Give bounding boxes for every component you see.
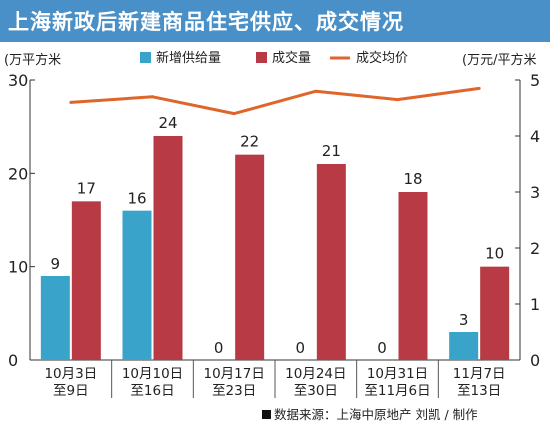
right-tick-label: 4: [530, 127, 540, 146]
deal-bar: [398, 192, 428, 360]
supply-value-label: 3: [459, 311, 469, 329]
deal-bar: [316, 164, 346, 360]
title-bar: 上海新政后新建商品住宅供应、成交情况: [0, 0, 550, 42]
category-label: 至13日: [457, 383, 501, 399]
square-icon: [262, 410, 271, 419]
left-tick-label: 10: [8, 258, 28, 277]
price-line: [69, 86, 481, 116]
deal-value-label: 17: [77, 179, 96, 197]
supply-bar: [449, 332, 479, 360]
legend-label-deal: 成交量: [272, 50, 311, 66]
supply-value-label: 0: [296, 339, 306, 357]
legend-label-price: 成交均价: [356, 50, 408, 66]
left-tick-label: 30: [8, 71, 28, 90]
deal-value-label: 21: [322, 142, 341, 160]
source-note: 数据来源：上海中原地产 刘凯 / 制作: [262, 404, 478, 423]
right-tick-label: 3: [530, 183, 540, 202]
legend: 新增供给量 成交量 成交均价: [140, 50, 408, 66]
category-label: 至11月6日: [364, 383, 430, 399]
price-point: [69, 100, 73, 104]
right-axis-label: (万元/平方米: [462, 52, 536, 68]
right-tick-label: 1: [530, 295, 540, 314]
deal-value-label: 22: [240, 133, 259, 151]
supply-value-label: 0: [214, 339, 224, 357]
deal-value-label: 10: [485, 245, 504, 263]
source-text: 数据来源：上海中原地产 刘凯 / 制作: [274, 407, 478, 422]
legend-swatch-deal: [256, 52, 267, 63]
right-tick-label: 0: [530, 351, 540, 370]
chart-title: 上海新政后新建商品住宅供应、成交情况: [8, 10, 404, 34]
deal-bar: [480, 266, 510, 360]
supply-value-label: 9: [51, 255, 61, 273]
left-tick-label: 0: [8, 351, 18, 370]
category-label: 10月17日: [203, 366, 264, 382]
price-point: [396, 98, 399, 102]
data-labels: 9 17 16 24 0 22 0 21 0 18 3 10: [51, 114, 505, 357]
price-point: [314, 89, 318, 93]
left-axis-label: (万平方米: [4, 52, 61, 68]
legend-label-supply: 新增供给量: [156, 50, 221, 66]
deal-bar: [153, 136, 183, 360]
category-label: 10月3日: [44, 366, 97, 382]
price-point: [477, 86, 481, 90]
left-tick-label: 20: [8, 164, 28, 183]
category-label: 10月24日: [285, 366, 346, 382]
category-label: 至9日: [53, 383, 89, 399]
price-point: [151, 95, 154, 99]
price-point: [232, 112, 236, 116]
supply-bar: [122, 210, 152, 360]
right-tick-label: 5: [530, 71, 540, 90]
category-label: 至23日: [212, 383, 256, 399]
category-label: 10月10日: [122, 366, 183, 382]
right-tick-label: 2: [530, 239, 540, 258]
deal-value-label: 24: [158, 114, 177, 132]
category-label: 11月7日: [453, 366, 506, 382]
supply-value-label: 16: [127, 190, 146, 208]
supply-bar: [40, 276, 70, 360]
deal-value-label: 18: [403, 170, 422, 188]
bars: [40, 136, 510, 360]
axes: (万平方米 (万元/平方米010203001234510月3日至9日10月10日至…: [4, 52, 540, 399]
category-label: 至16日: [130, 383, 174, 399]
category-label: 10月31日: [367, 366, 428, 382]
category-label: 至30日: [294, 383, 338, 399]
deal-bar: [71, 201, 101, 360]
supply-value-label: 0: [377, 339, 387, 357]
deal-bar: [235, 154, 265, 360]
legend-swatch-supply: [140, 52, 151, 63]
price-line-path: [70, 86, 480, 116]
